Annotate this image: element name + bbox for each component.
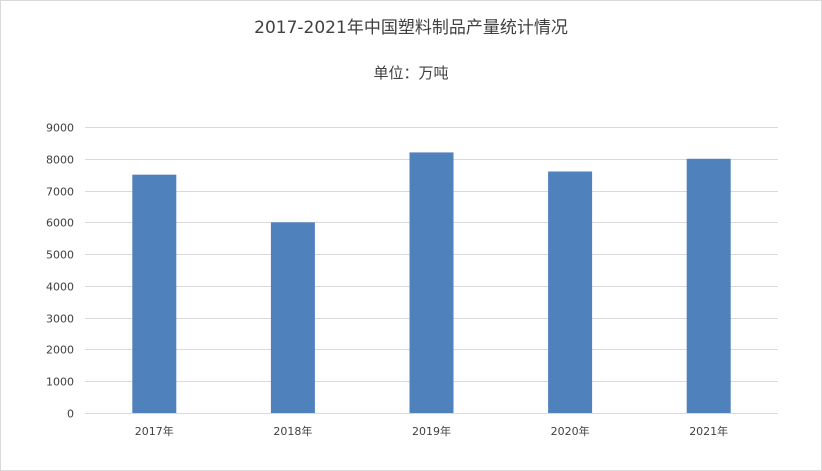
x-tick-label: 2020年 xyxy=(551,424,590,438)
bar xyxy=(270,222,315,413)
y-tick-label: 9000 xyxy=(46,122,74,135)
bar xyxy=(409,152,454,413)
y-axis-ticks: 0 1000 2000 3000 4000 5000 6000 7000 8000 9000 xyxy=(46,122,74,421)
x-tick-label: 2021年 xyxy=(689,424,728,438)
y-tick-label: 1000 xyxy=(46,376,74,389)
x-tick-label: 2018年 xyxy=(273,424,312,438)
y-tick-label: 0 xyxy=(67,408,74,421)
y-tick-label: 6000 xyxy=(46,217,74,230)
y-tick-label: 5000 xyxy=(46,249,74,262)
y-tick-label: 4000 xyxy=(46,281,74,294)
bar xyxy=(686,158,731,413)
y-tick-label: 2000 xyxy=(46,344,74,357)
y-tick-label: 3000 xyxy=(46,313,74,326)
y-tick-label: 8000 xyxy=(46,154,74,167)
bar xyxy=(548,171,593,413)
x-tick-label: 2017年 xyxy=(135,424,174,438)
bars xyxy=(132,152,731,413)
x-axis-ticks: 2017年 2018年 2019年 2020年 2021年 xyxy=(135,424,728,438)
bar xyxy=(132,174,177,413)
x-tick-label: 2019年 xyxy=(412,424,451,438)
y-tick-label: 7000 xyxy=(46,186,74,199)
chart-title: 2017-2021年中国塑料制品产量统计情况 xyxy=(254,18,568,38)
chart-subtitle: 单位：万吨 xyxy=(373,64,449,82)
